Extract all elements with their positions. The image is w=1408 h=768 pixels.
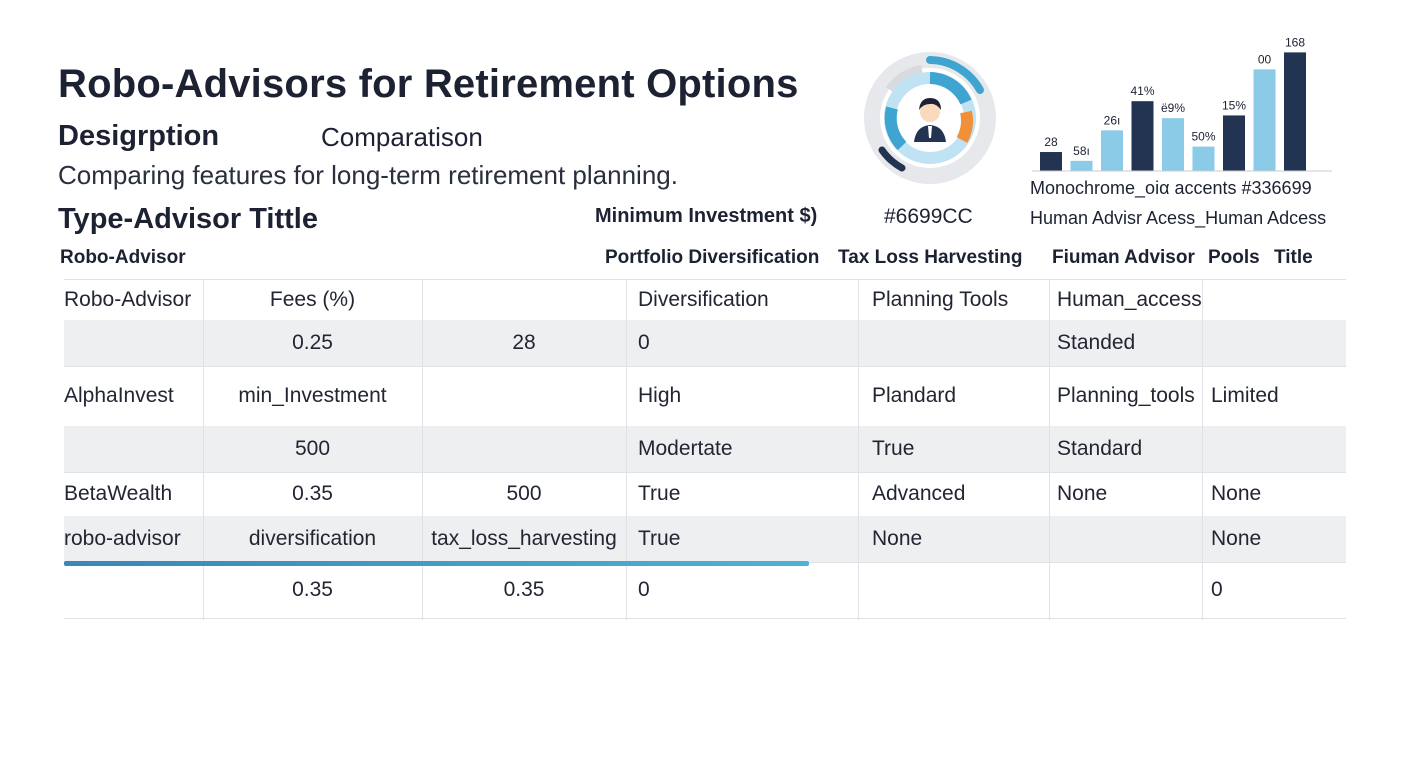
table-cell: True — [638, 527, 681, 550]
table-row: robo-advisor diversification tax_loss_harv… — [64, 516, 1346, 563]
chart-data-label: 28 — [1044, 135, 1058, 149]
table-cell: True — [872, 437, 915, 460]
chart-data-label: ё9% — [1161, 101, 1185, 115]
table-cell — [64, 320, 203, 366]
chart-bar — [1253, 69, 1276, 171]
table-cell: robo-advisor — [64, 527, 181, 550]
bar-chart: 28 58ı 26ı 41% ё9% 50% 15% 00 168 — [1032, 35, 1332, 172]
table-cell: None — [872, 527, 923, 550]
table-row: 500 Modertate True Standard — [64, 426, 1346, 473]
table-cell: None — [1211, 482, 1262, 505]
chart-bar — [1192, 146, 1215, 171]
table-cell: Human_access — [1057, 288, 1202, 311]
table-cell: Modertate — [638, 437, 733, 460]
type-advisor-title: Type-Advisor Tittle — [58, 203, 318, 235]
table-row: 0.25 28 0 Standed — [64, 320, 1346, 367]
table-cell: Advanced — [872, 482, 966, 505]
chart-data-label: 41% — [1130, 84, 1154, 98]
table-cell: Robo-Advisor — [64, 288, 192, 311]
table-cell: min_Investment — [238, 384, 387, 407]
human-access-note: Human Advisr Acess_Human Adcess — [1030, 208, 1327, 228]
table-cell: 0 — [1211, 578, 1223, 601]
table-cell — [1202, 320, 1346, 366]
table-cell: 0 — [638, 331, 650, 354]
chart-bar — [1070, 160, 1093, 171]
table-cell: Diversification — [638, 288, 769, 311]
table-cell: Standed — [1057, 331, 1136, 354]
chart-bar — [1162, 118, 1184, 171]
page-description: Comparing features for long-term retirem… — [58, 160, 678, 190]
chart-data-label: 15% — [1222, 98, 1246, 112]
table-row: Robo-Advisor Fees (%) Diversification Plann… — [64, 280, 1346, 321]
table-cell — [1202, 426, 1346, 472]
table-cell: 0 — [638, 578, 650, 601]
table-row: BetaWealth 0.35 500 True Advanced None None — [64, 472, 1346, 517]
col-header-title: Title — [1274, 247, 1313, 268]
table-cell: 0.25 — [292, 331, 333, 354]
chart-data-label: 58ı — [1073, 144, 1090, 158]
table-cell — [1049, 516, 1202, 562]
table-row: 0.35 0.35 0 0 — [64, 562, 1346, 619]
comparison-heading: Comparatison — [321, 122, 483, 152]
table-cell: BetaWealth — [64, 482, 173, 505]
description-heading: Desigrption — [58, 120, 220, 152]
col-header-tax-loss-harvesting: Tax Loss Harvesting — [838, 247, 1023, 268]
table-cell — [64, 426, 203, 472]
accent-divider — [64, 561, 809, 566]
chart-bar — [1040, 152, 1062, 171]
table-cell: Standard — [1057, 437, 1143, 460]
table-cell — [1049, 562, 1202, 618]
table-cell: Planning_tools — [1057, 384, 1195, 407]
table-cell: 500 — [294, 437, 331, 460]
table-cell: AlphaInvest — [64, 384, 174, 407]
chart-data-label: 50% — [1191, 130, 1215, 144]
chart-data-label: 26ı — [1104, 113, 1121, 127]
col-header-portfolio-diversification: Portfolio Diversification — [605, 247, 820, 268]
minimum-investment-label: Minimum Investment $) — [595, 205, 818, 227]
table-cell — [422, 366, 626, 426]
table-cell: 0.35 — [292, 578, 333, 601]
col-header-pools: Pools — [1208, 247, 1260, 268]
table-cell — [858, 562, 1049, 618]
table-cell: Plandard — [872, 384, 957, 407]
table-cell: 0.35 — [292, 482, 333, 505]
table-cell: 0.35 — [503, 578, 545, 601]
table-cell: 500 — [506, 482, 542, 505]
table-cell: Planning Tools — [872, 288, 1009, 311]
table-cell: High — [638, 384, 682, 407]
chart-bar — [1284, 52, 1306, 172]
table-cell — [422, 280, 626, 320]
table-cell: diversification — [248, 527, 377, 550]
hex-code-label: #6699CC — [884, 205, 973, 228]
table-cell — [858, 320, 1049, 366]
chart-bar — [1131, 101, 1154, 171]
col-header-robo-advisor: Robo-Advisor — [60, 247, 186, 268]
table-cell: None — [1211, 527, 1262, 550]
chart-bar — [1101, 130, 1123, 171]
table-cell — [422, 426, 626, 472]
table-row: AlphaInvest min_Investment High Plandard Pla… — [64, 366, 1346, 427]
col-header-human-advisor: Fiuman Advisor — [1052, 247, 1195, 268]
chart-data-label: 00 — [1258, 52, 1272, 66]
table-cell — [1202, 280, 1346, 320]
table-cell: tax_loss_harvesting — [431, 527, 617, 550]
table-cell — [64, 562, 203, 618]
advisor-avatar-donut-icon — [864, 52, 996, 184]
page-title: Robo-Advisors for Retirement Options — [58, 62, 799, 106]
chart-data-label: 168 — [1285, 35, 1305, 49]
table-cell: None — [1057, 482, 1108, 505]
table-cell: Limited — [1211, 384, 1279, 407]
table-cell: Fees (%) — [269, 288, 356, 311]
table-cell: 28 — [512, 331, 536, 354]
chart-bar — [1223, 115, 1245, 171]
table-cell: True — [638, 482, 681, 505]
monochrome-note: Monochrome_οiα accents #336699 — [1030, 178, 1312, 198]
